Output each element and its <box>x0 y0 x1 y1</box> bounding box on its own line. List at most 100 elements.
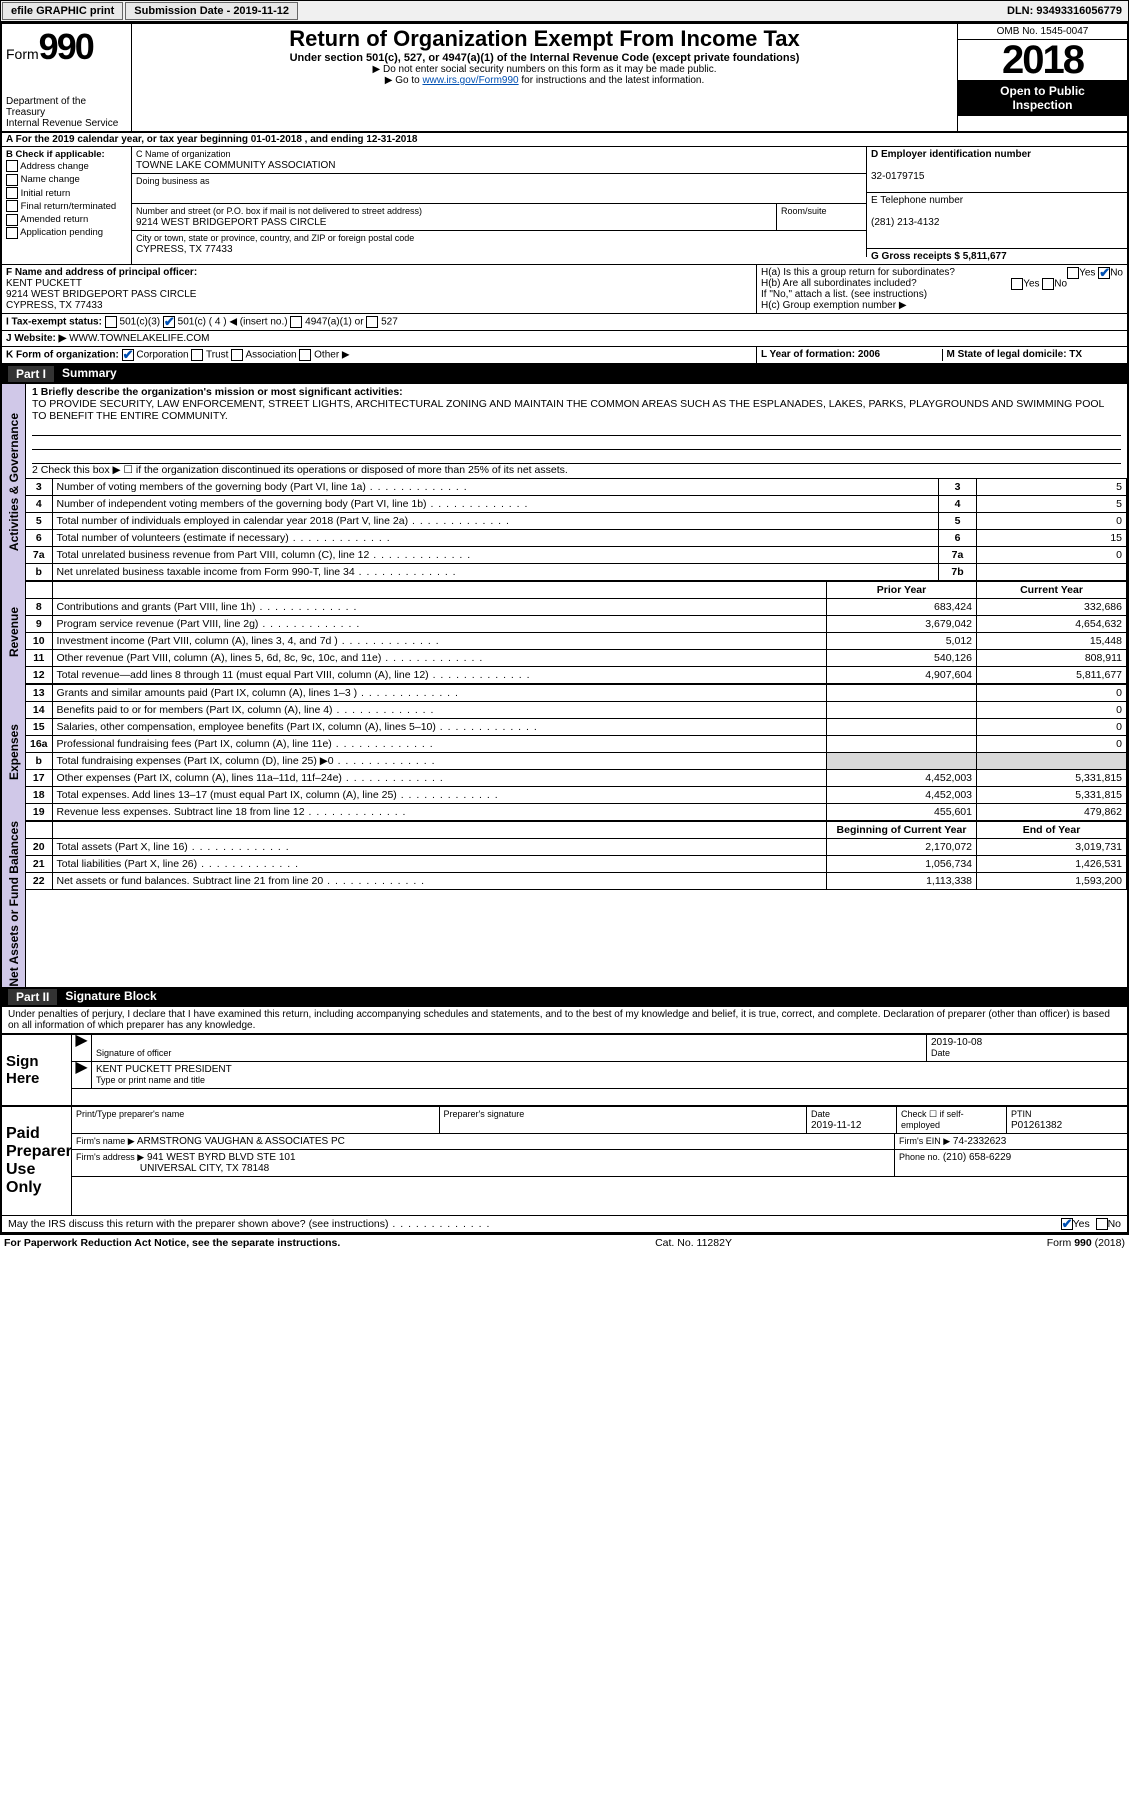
chk-address-change[interactable]: Address change <box>6 160 127 173</box>
form-title: Return of Organization Exempt From Incom… <box>138 26 951 52</box>
chk-hb-yes[interactable] <box>1011 278 1023 290</box>
chk-ha-no[interactable] <box>1098 267 1110 279</box>
addr-label: Number and street (or P.O. box if mail i… <box>136 206 422 216</box>
q1-label: 1 Briefly describe the organization's mi… <box>32 386 403 398</box>
lines-na-table: Beginning of Current YearEnd of Year 20T… <box>26 821 1127 890</box>
part2-title: Signature Block <box>65 989 156 1005</box>
chk-final-return[interactable]: Final return/terminated <box>6 200 127 213</box>
footer-right: Form 990 (2018) <box>1047 1237 1125 1249</box>
firm-addr1: 941 WEST BYRD BLVD STE 101 <box>147 1152 296 1163</box>
section-bcdefg: B Check if applicable: Address change Na… <box>2 147 1127 265</box>
typed-name: KENT PUCKETT PRESIDENT <box>96 1064 232 1075</box>
dept-treasury: Department of the Treasury <box>6 96 127 118</box>
chk-527[interactable] <box>366 316 378 328</box>
open-to-public: Open to PublicInspection <box>958 80 1127 116</box>
part1-title: Summary <box>62 366 117 382</box>
block-c: C Name of organization TOWNE LAKE COMMUN… <box>132 147 867 264</box>
chk-501c3[interactable] <box>105 316 117 328</box>
vtab-net-assets: Net Assets or Fund Balances <box>2 821 26 987</box>
table-row: bNet unrelated business taxable income f… <box>26 564 1127 581</box>
expenses-section: Expenses 13Grants and similar amounts pa… <box>2 684 1127 821</box>
table-row: 20Total assets (Part X, line 16)2,170,07… <box>26 839 1127 856</box>
page-footer: For Paperwork Reduction Act Notice, see … <box>0 1234 1129 1251</box>
paid-preparer-label: Paid Preparer Use Only <box>2 1107 72 1215</box>
chk-hb-no[interactable] <box>1042 278 1054 290</box>
irs-link[interactable]: www.irs.gov/Form990 <box>422 75 518 86</box>
block-b-label: B Check if applicable: <box>6 149 105 160</box>
street-address: 9214 WEST BRIDGEPORT PASS CIRCLE <box>136 217 326 228</box>
efile-print-button[interactable]: efile GRAPHIC print <box>2 2 123 20</box>
paid-preparer-block: Paid Preparer Use Only Print/Type prepar… <box>2 1105 1127 1215</box>
chk-association[interactable] <box>231 349 243 361</box>
arrow-icon: ▶ <box>72 1035 92 1061</box>
dept-irs: Internal Revenue Service <box>6 118 127 129</box>
table-row: 7aTotal unrelated business revenue from … <box>26 547 1127 564</box>
phone-value: (281) 213-4132 <box>871 217 939 228</box>
declaration-text: Under penalties of perjury, I declare th… <box>2 1007 1127 1033</box>
firm-name: ARMSTRONG VAUGHAN & ASSOCIATES PC <box>137 1136 345 1147</box>
phone-label: E Telephone number <box>871 195 963 206</box>
chk-amended-return[interactable]: Amended return <box>6 213 127 226</box>
chk-application-pending[interactable]: Application pending <box>6 226 127 239</box>
h-c-label: H(c) Group exemption number ▶ <box>761 300 1123 311</box>
state-domicile: M State of legal domicile: TX <box>947 349 1083 360</box>
chk-name-change[interactable]: Name change <box>6 173 127 186</box>
officer-signature-field[interactable]: Signature of officer <box>92 1035 927 1061</box>
part1-label: Part I <box>8 366 54 382</box>
table-row: 9Program service revenue (Part VIII, lin… <box>26 616 1127 633</box>
form-header: Form990 Department of the Treasury Inter… <box>2 24 1127 133</box>
current-year-hdr: Current Year <box>977 582 1127 599</box>
footer-left: For Paperwork Reduction Act Notice, see … <box>4 1237 340 1249</box>
ein-value: 32-0179715 <box>871 171 924 182</box>
table-row: 17Other expenses (Part IX, column (A), l… <box>26 770 1127 787</box>
mission-text: TO PROVIDE SECURITY, LAW ENFORCEMENT, ST… <box>32 398 1104 422</box>
part2-label: Part II <box>8 989 57 1005</box>
discuss-row: May the IRS discuss this return with the… <box>2 1215 1127 1232</box>
table-row: 13Grants and similar amounts paid (Part … <box>26 685 1127 702</box>
firm-ein: 74-2332623 <box>953 1136 1006 1147</box>
chk-501c[interactable] <box>163 316 175 328</box>
activities-governance-section: Activities & Governance 1 Briefly descri… <box>2 384 1127 581</box>
gross-receipts: G Gross receipts $ 5,811,677 <box>871 251 1007 262</box>
row-fh: F Name and address of principal officer:… <box>2 265 1127 314</box>
chk-trust[interactable] <box>191 349 203 361</box>
toolbar: efile GRAPHIC print Submission Date - 20… <box>0 0 1129 22</box>
block-deg: D Employer identification number 32-0179… <box>867 147 1127 264</box>
table-row: 21Total liabilities (Part X, line 26)1,0… <box>26 856 1127 873</box>
arrow-icon: ▶ <box>72 1062 92 1088</box>
tax-year: 2018 <box>958 40 1127 80</box>
header-left: Form990 Department of the Treasury Inter… <box>2 24 132 131</box>
chk-4947[interactable] <box>290 316 302 328</box>
chk-ha-yes[interactable] <box>1067 267 1079 279</box>
table-row: 16aProfessional fundraising fees (Part I… <box>26 736 1127 753</box>
form-note1: ▶ Do not enter social security numbers o… <box>138 64 951 75</box>
self-employed-check[interactable]: Check ☐ if self-employed <box>901 1109 964 1130</box>
chk-corporation[interactable] <box>122 349 134 361</box>
officer-addr2: CYPRESS, TX 77433 <box>6 300 103 311</box>
officer-name: KENT PUCKETT <box>6 278 82 289</box>
q2-label: 2 Check this box ▶ ☐ if the organization… <box>32 464 1121 476</box>
part2-header: Part II Signature Block <box>2 987 1127 1007</box>
firm-phone: (210) 658-6229 <box>943 1152 1011 1163</box>
chk-discuss-yes[interactable] <box>1061 1218 1073 1230</box>
chk-other[interactable] <box>299 349 311 361</box>
prep-date: 2019-11-12 <box>811 1120 861 1131</box>
row-a: A For the 2019 calendar year, or tax yea… <box>2 133 1127 147</box>
part1-header: Part I Summary <box>2 364 1127 384</box>
sign-here-block: Sign Here ▶ Signature of officer 2019-10… <box>2 1033 1127 1105</box>
dln-text: DLN: 93493316056779 <box>1001 3 1128 19</box>
chk-initial-return[interactable]: Initial return <box>6 187 127 200</box>
header-middle: Return of Organization Exempt From Incom… <box>132 24 957 131</box>
prior-year-hdr: Prior Year <box>827 582 977 599</box>
vtab-revenue: Revenue <box>2 581 26 684</box>
website-label: J Website: ▶ <box>6 333 66 344</box>
block-h: H(a) Is this a group return for subordin… <box>757 265 1127 313</box>
officer-addr1: 9214 WEST BRIDGEPORT PASS CIRCLE <box>6 289 196 300</box>
table-row: bTotal fundraising expenses (Part IX, co… <box>26 753 1127 770</box>
lines-exp-table: 13Grants and similar amounts paid (Part … <box>26 684 1127 821</box>
website-value: WWW.TOWNELAKELIFE.COM <box>69 333 209 344</box>
form-note2: ▶ Go to www.irs.gov/Form990 for instruct… <box>138 75 951 86</box>
chk-discuss-no[interactable] <box>1096 1218 1108 1230</box>
city-label: City or town, state or province, country… <box>136 233 414 243</box>
submission-date-button[interactable]: Submission Date - 2019-11-12 <box>125 2 298 20</box>
